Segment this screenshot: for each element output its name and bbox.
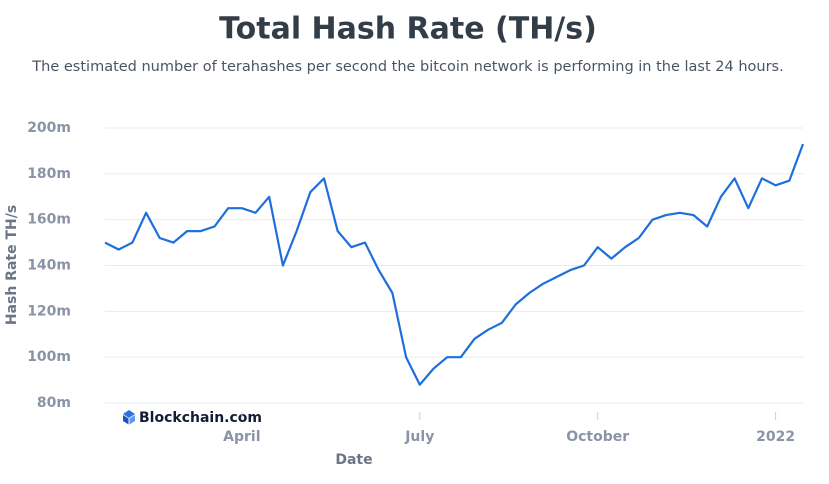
line-series <box>104 143 805 386</box>
y-axis-label: Hash Rate TH/s <box>4 205 20 325</box>
x-tick-label: July <box>404 429 434 445</box>
chart-title: Total Hash Rate (TH/s) <box>219 12 597 47</box>
watermark-logo <box>123 410 135 425</box>
y-tick-label: 160m <box>27 212 71 228</box>
y-tick-label: 120m <box>27 303 71 319</box>
x-axis-label: Date <box>335 452 372 468</box>
y-tick-label: 180m <box>27 166 71 182</box>
y-tick-label: 80m <box>37 395 71 411</box>
y-tick-label: 200m <box>27 120 71 136</box>
chart-subtitle: The estimated number of terahashes per s… <box>31 59 783 75</box>
y-tick-label: 100m <box>27 349 71 365</box>
x-tick-label: October <box>566 429 629 445</box>
x-tick-label: April <box>223 429 260 445</box>
watermark: Blockchain.com <box>139 410 262 426</box>
y-tick-label: 140m <box>27 258 71 274</box>
x-tick-label: 2022 <box>756 429 795 445</box>
